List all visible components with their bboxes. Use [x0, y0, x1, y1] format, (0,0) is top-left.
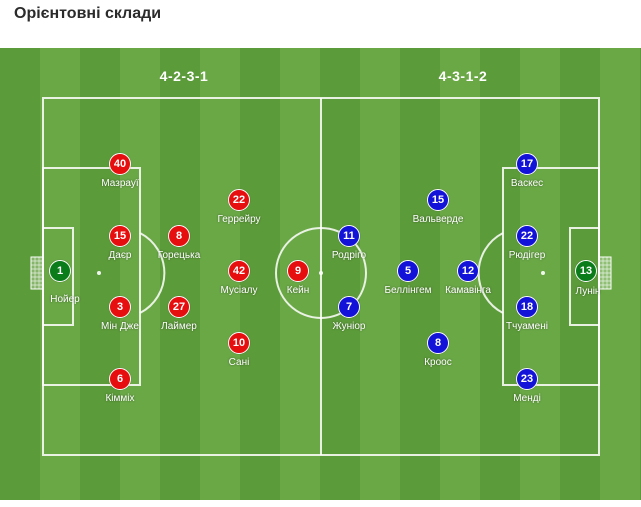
player-number: 27	[168, 296, 190, 318]
player-name: Мін Дже	[101, 321, 139, 332]
player-name: Менді	[513, 393, 541, 404]
player-name: Камавінга	[445, 285, 491, 296]
player-number: 40	[109, 153, 131, 175]
player-number: 8	[427, 332, 449, 354]
bottom-divider	[0, 500, 641, 507]
player-number: 17	[516, 153, 538, 175]
right-goal-net	[598, 256, 612, 290]
player-number: 11	[338, 225, 360, 247]
player-name: Лаймер	[161, 321, 197, 332]
player-name: Лунін	[575, 286, 601, 297]
player-number: 9	[287, 260, 309, 282]
player-number: 3	[109, 296, 131, 318]
pitch: 4-2-3-1 4-3-1-2 1 Нойер 40 Мазрауї 15 Да…	[0, 48, 641, 507]
player-number: 6	[109, 368, 131, 390]
home-formation: 4-2-3-1	[159, 68, 209, 84]
player-number: 12	[457, 260, 479, 282]
page-title: Орієнтовні склади	[14, 5, 162, 22]
left-penalty-spot	[97, 271, 101, 275]
player-number: 22	[516, 225, 538, 247]
player-number: 15	[109, 225, 131, 247]
player-number: 7	[338, 296, 360, 318]
header: Орієнтовні склади	[0, 0, 641, 48]
away-formation: 4-3-1-2	[438, 68, 488, 84]
player-name: Рюдігер	[508, 250, 546, 261]
player-number: 18	[516, 296, 538, 318]
player-name: Родріго	[331, 250, 367, 261]
left-goal-net	[30, 256, 44, 290]
right-penalty-spot	[541, 271, 545, 275]
pitch-markings	[30, 97, 612, 456]
player-number: 22	[228, 189, 250, 211]
player-number: 23	[516, 368, 538, 390]
player-name: Нойер	[50, 294, 80, 305]
right-penalty-arc	[477, 232, 504, 314]
center-spot	[319, 271, 323, 275]
player-name: Геррейру	[217, 214, 261, 225]
player-number: 1	[49, 260, 71, 282]
player-number: 10	[228, 332, 250, 354]
player-name: Жуніор	[332, 321, 366, 332]
player-number: 13	[575, 260, 597, 282]
player-number: 8	[168, 225, 190, 247]
player-name: Беллінгем	[384, 285, 432, 296]
player-name: Тчуамені	[506, 321, 548, 332]
center-circle	[275, 227, 367, 319]
player-name: Даєр	[108, 250, 132, 261]
left-penalty-arc	[139, 232, 166, 314]
player-name: Кроос	[424, 357, 452, 368]
player-name: Кейн	[286, 285, 310, 296]
player-number: 5	[397, 260, 419, 282]
player-name: Мазрауї	[101, 178, 139, 189]
player-name: Мусіалу	[220, 285, 258, 296]
player-name: Горецька	[157, 250, 201, 261]
player-name: Сані	[228, 357, 250, 368]
player-name: Кімміх	[105, 393, 135, 404]
player-name: Васкес	[510, 178, 544, 189]
player-number: 15	[427, 189, 449, 211]
player-name: Вальверде	[412, 214, 464, 225]
player-number: 42	[228, 260, 250, 282]
